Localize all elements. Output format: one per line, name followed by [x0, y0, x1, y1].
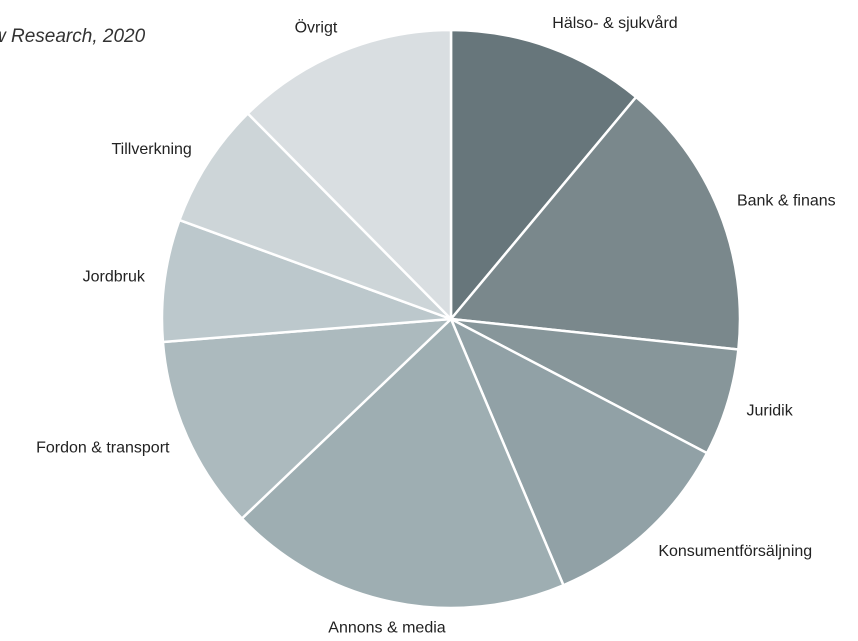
source-note: w Research, 2020 [0, 26, 146, 47]
pie-slice [449, 317, 709, 587]
slice-label: Annons & media [328, 619, 446, 636]
slice-label: Fordon & transport [36, 440, 170, 457]
pie-labels: Hälso- & sjukvård Bank & finans Juridik Kon… [36, 14, 836, 637]
slice-label: Jordbruk [83, 269, 146, 286]
pie-slice [178, 112, 453, 321]
slice-label: Konsumentförsäljning [658, 543, 812, 560]
slice-label: Juridik [746, 402, 793, 419]
slice-label: Tillverkning [112, 141, 192, 158]
pie-slice [240, 317, 565, 610]
slice-label: Hälso- & sjukvård [552, 14, 677, 32]
pie-slice [246, 28, 453, 321]
pie-slice [449, 95, 742, 351]
slice-label: Bank & finans [737, 193, 836, 210]
pie-slice [449, 28, 638, 321]
slice-label: Övrigt [295, 19, 338, 37]
pie-slices [160, 28, 742, 610]
pie-slice [160, 218, 453, 344]
pie-slice [161, 317, 453, 520]
